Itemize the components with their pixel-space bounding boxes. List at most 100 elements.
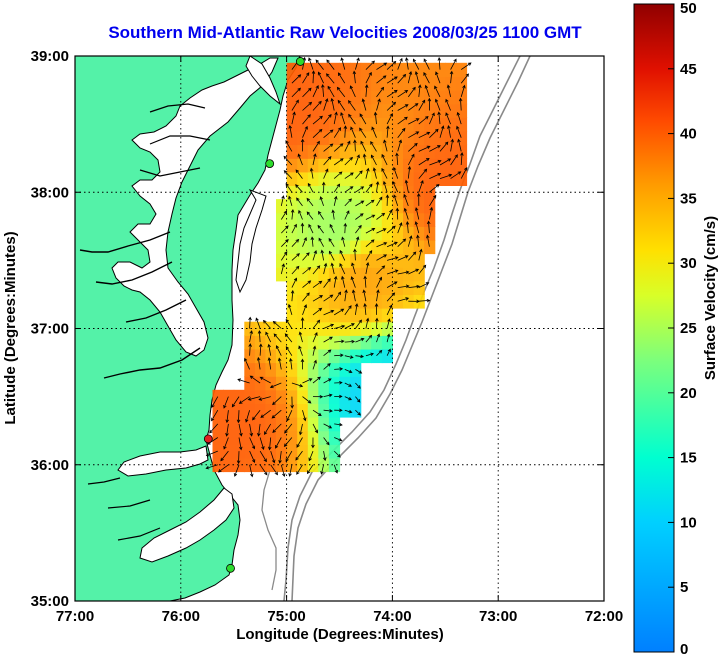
- velocity-arrow: [343, 222, 348, 234]
- velocity-cell: [328, 144, 341, 159]
- velocity-arrow: [302, 280, 312, 288]
- colorbar-tick-label: 45: [680, 61, 697, 78]
- velocity-cell: [360, 294, 372, 309]
- velocity-arrow: [336, 86, 346, 98]
- velocity-arrow: [333, 275, 338, 288]
- velocity-cell: [307, 294, 319, 309]
- velocity-arrow: [450, 138, 454, 152]
- velocity-cell: [360, 212, 372, 227]
- velocity-cell: [297, 171, 309, 186]
- velocity-arrow: [236, 451, 241, 465]
- velocity-cell: [328, 76, 341, 91]
- velocity-cell: [286, 239, 298, 255]
- velocity-cell: [297, 362, 309, 377]
- velocity-cell: [212, 457, 224, 473]
- velocity-cell: [371, 267, 383, 282]
- velocity-arrow: [350, 126, 356, 138]
- velocity-cell: [403, 253, 415, 268]
- velocity-cell: [403, 158, 415, 173]
- velocity-cell: [350, 144, 362, 159]
- velocity-arrow: [312, 319, 321, 329]
- velocity-arrow: [280, 210, 288, 220]
- y-axis-label: Latitude (Degrees:Minutes): [2, 231, 19, 424]
- velocity-cell: [434, 130, 446, 146]
- york-river: [125, 299, 187, 323]
- velocity-cell: [328, 212, 341, 227]
- northern-tributaries: [139, 103, 211, 177]
- velocity-cell: [434, 144, 446, 159]
- velocity-cell: [276, 430, 288, 445]
- velocity-arrow: [259, 437, 265, 451]
- velocity-arrow: [365, 334, 373, 343]
- velocity-cell: [318, 376, 330, 391]
- velocity-cell: [328, 267, 341, 282]
- velocity-arrow: [300, 138, 305, 152]
- velocity-arrow: [397, 57, 403, 70]
- velocity-arrow: [334, 437, 343, 442]
- velocity-arrow: [460, 62, 472, 70]
- velocity-arrow: [320, 464, 324, 475]
- velocity-cell: [403, 130, 415, 146]
- y-axis-ticks: 35:00 36:00 37:00 38:00 39:00: [31, 48, 604, 610]
- velocity-arrow: [289, 357, 293, 370]
- velocity-cell: [339, 130, 351, 146]
- velocity-arrow: [211, 396, 219, 408]
- velocity-cell: [286, 294, 298, 309]
- velocity-arrow: [423, 72, 430, 84]
- velocity-arrow: [370, 140, 377, 152]
- velocity-arrow: [302, 237, 307, 247]
- y-tick-label: 38:00: [31, 184, 69, 201]
- velocity-arrow: [344, 210, 350, 220]
- velocity-cell: [360, 62, 372, 77]
- velocity-cell: [328, 239, 341, 255]
- velocity-cell: [307, 103, 319, 118]
- velocity-cell: [413, 117, 425, 132]
- velocity-arrow: [205, 450, 218, 457]
- green-site-marker: [226, 563, 235, 573]
- velocity-cell: [350, 62, 362, 77]
- velocity-cell: [339, 103, 351, 118]
- velocity-cell: [381, 171, 393, 186]
- velocity-cell: [445, 90, 457, 105]
- velocity-cell: [403, 239, 415, 255]
- velocity-cell: [455, 130, 468, 146]
- velocity-cell: [328, 226, 341, 241]
- velocity-arrow: [323, 323, 335, 329]
- velocity-arrow: [386, 281, 398, 288]
- velocity-arrow: [416, 192, 421, 206]
- velocity-arrow: [450, 154, 458, 166]
- colorbar-tick-label: 50: [680, 0, 697, 17]
- velocity-cell: [403, 62, 415, 77]
- velocity-arrow: [323, 409, 333, 413]
- velocity-cell: [424, 185, 436, 200]
- velocity-cell: [424, 144, 436, 159]
- velocity-arrow: [418, 145, 431, 152]
- velocity-arrow: [302, 101, 313, 111]
- velocity-arrow: [344, 323, 355, 329]
- velocity-arrow: [264, 423, 272, 436]
- velocity-arrow: [248, 316, 252, 329]
- velocity-cell: [297, 62, 309, 77]
- velocity-cell: [371, 117, 383, 132]
- colorbar-tick-label: 40: [680, 126, 697, 143]
- velocity-arrow: [211, 409, 219, 422]
- velocity-cell: [381, 199, 393, 214]
- velocity-cell: [371, 280, 383, 295]
- velocity-arrow: [365, 249, 373, 261]
- velocity-arrow: [344, 172, 354, 179]
- velocity-arrow: [361, 98, 367, 111]
- velocity-arrow: [298, 345, 303, 356]
- velocity-arrow: [414, 221, 420, 234]
- velocity-cell: [445, 62, 457, 77]
- velocity-arrow: [370, 154, 377, 166]
- velocity-cell: [339, 280, 351, 295]
- velocity-arrow: [351, 289, 356, 302]
- velocity-arrow: [333, 291, 342, 302]
- velocity-arrow: [285, 183, 293, 193]
- velocity-arrow: [365, 71, 372, 84]
- y-tick-label: 36:00: [31, 457, 69, 474]
- velocity-cell: [413, 158, 425, 173]
- velocity-arrow: [323, 98, 329, 111]
- velocity-cell: [339, 144, 351, 159]
